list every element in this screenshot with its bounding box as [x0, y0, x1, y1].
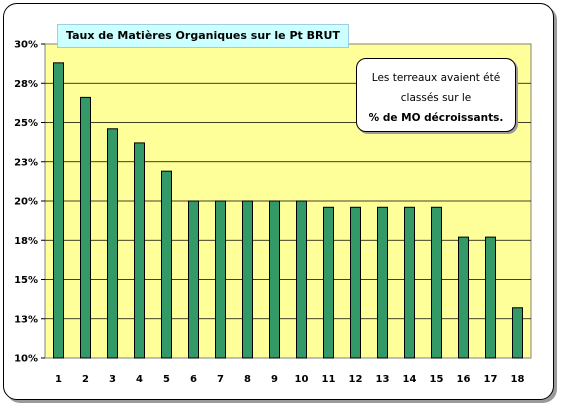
- bar: [134, 142, 145, 359]
- bar: [80, 96, 91, 359]
- annotation-line-3: % de MO décroissants.: [368, 112, 504, 124]
- annotation-line-1: Les terreaux avaient été: [371, 72, 501, 84]
- bar: [188, 200, 199, 359]
- y-tick-label: 20%: [14, 197, 38, 208]
- bar: [215, 200, 226, 359]
- bars: [53, 62, 523, 359]
- y-tick-label: 30%: [14, 40, 38, 51]
- annotation-box: Les terreaux avaient été classés sur le …: [356, 58, 516, 132]
- x-tick-label: 2: [82, 374, 89, 385]
- y-tick-label: 18%: [14, 236, 38, 247]
- y-tick-label: 25%: [14, 118, 38, 129]
- x-tick-label: 16: [457, 374, 471, 385]
- bar: [323, 206, 334, 359]
- bar: [458, 236, 469, 359]
- y-tick-label: 28%: [14, 79, 38, 90]
- x-tick-label: 11: [322, 374, 336, 385]
- bar: [377, 206, 388, 359]
- x-axis-ticks: 1 2 3 4 5 6 7 8 9 10 11 12 13 14 15 16 17 18: [55, 374, 524, 385]
- bar: [512, 307, 523, 359]
- x-tick-label: 7: [217, 374, 224, 385]
- x-tick-label: 12: [349, 374, 363, 385]
- x-tick-label: 5: [163, 374, 170, 385]
- bar: [269, 200, 280, 359]
- y-tick-label: 10%: [14, 354, 38, 365]
- y-axis-ticks: 10% 13% 15% 18% 20% 23% 25% 28% 30%: [14, 40, 45, 365]
- y-tick-label: 15%: [14, 275, 38, 286]
- bar: [161, 170, 172, 359]
- bar: [53, 62, 64, 359]
- x-tick-label: 15: [430, 374, 444, 385]
- x-tick-label: 10: [295, 374, 309, 385]
- x-tick-label: 9: [271, 374, 278, 385]
- bar: [107, 128, 118, 359]
- bar: [296, 200, 307, 359]
- y-tick-label: 13%: [14, 314, 38, 325]
- bar: [242, 200, 253, 359]
- x-tick-label: 17: [484, 374, 498, 385]
- x-tick-label: 13: [376, 374, 390, 385]
- x-tick-label: 14: [403, 374, 417, 385]
- bar: [404, 206, 415, 359]
- bar: [485, 236, 496, 359]
- bar: [431, 206, 442, 359]
- annotation-line-2: classés sur le: [400, 92, 472, 104]
- x-tick-label: 6: [190, 374, 197, 385]
- chart-title: Taux de Matières Organiques sur le Pt BR…: [57, 24, 349, 48]
- x-tick-label: 18: [511, 374, 525, 385]
- bar: [350, 206, 361, 359]
- x-tick-label: 8: [244, 374, 251, 385]
- x-tick-label: 4: [136, 374, 143, 385]
- gridlines: [45, 82, 531, 320]
- x-tick-label: 1: [55, 374, 62, 385]
- y-tick-label: 23%: [14, 157, 38, 168]
- x-tick-label: 3: [109, 374, 116, 385]
